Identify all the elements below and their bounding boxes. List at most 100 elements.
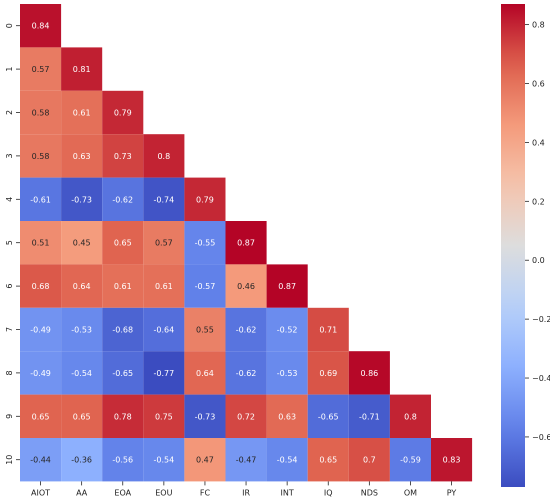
cell-label: -0.62 [236,326,257,335]
heatmap-cell [20,438,62,482]
cell-label: -0.47 [236,456,257,465]
cell-label: -0.73 [195,412,216,421]
heatmap-cell [20,47,62,91]
heatmap-cell [20,307,62,352]
heatmap-cell [307,351,349,395]
cell-label: -0.64 [153,326,174,335]
cell-label: -0.62 [112,195,133,204]
cell-label: 0.47 [196,456,214,465]
cell-label: -0.54 [277,456,298,465]
heatmap-cell [61,394,103,438]
cell-label: 0.78 [114,412,132,421]
cell-label: -0.55 [195,239,216,248]
y-tick-label: 3 [5,153,14,158]
cell-label: -0.49 [30,326,51,335]
cell-label: 0.63 [73,152,91,161]
y-tick-label: 10 [5,455,14,465]
heatmap-cell [61,177,103,221]
cell-label: 0.72 [237,412,255,421]
y-tick-label: 7 [5,327,14,332]
cell-label: 0.61 [155,282,173,291]
cell-label: 0.64 [73,282,91,291]
cell-label: 0.79 [196,195,214,204]
cell-label: 0.8 [157,152,170,161]
cell-label: 0.51 [32,239,50,248]
heatmap-cell [184,438,226,482]
x-tick-label: IQ [324,488,333,497]
heatmap-cell [143,438,185,482]
heatmap-cell [143,264,185,308]
colorbar-tick-label: 0.0 [532,256,545,265]
cell-label: 0.84 [32,22,50,31]
colorbar-tick-label: 0.6 [532,80,545,89]
heatmap-cell [225,351,267,395]
cell-label: 0.87 [237,239,255,248]
heatmap-cell [102,307,144,352]
cell-label: -0.61 [30,195,51,204]
heatmap-cell [348,351,390,395]
colorbar-tick-label: −0.4 [532,374,550,383]
cell-label: 0.87 [278,282,296,291]
cell-label: 0.86 [360,369,378,378]
y-tick-label: 4 [5,197,14,202]
heatmap-cell [389,438,431,482]
heatmap-cell [61,134,103,178]
heatmap-cell [348,438,390,482]
heatmap-cell [20,351,62,395]
heatmap-cell [61,438,103,482]
heatmap-cell [102,221,144,265]
cell-label: 0.64 [196,369,214,378]
heatmap-cell [143,177,185,221]
y-tick-label: 5 [5,240,14,245]
heatmap-cell [20,394,62,438]
x-tick-label: FC [200,488,211,497]
heatmap-cell [61,90,103,135]
heatmap-cell [102,177,144,221]
cell-label: -0.54 [153,456,174,465]
heatmap-cell [431,438,473,482]
colorbar: −0.6 −0.4 −0.2 0.0 0.2 0.4 0.6 0.8 [501,4,550,487]
cell-label: 0.65 [73,412,91,421]
heatmap-cell [266,394,308,438]
cell-label: -0.77 [153,369,174,378]
heatmap-cell [20,4,62,48]
cell-label: -0.73 [71,195,92,204]
colorbar-tick-label: −0.6 [532,433,550,442]
cell-label: 0.8 [404,412,417,421]
heatmap-cell [20,177,62,221]
heatmap-cell [307,394,349,438]
cell-label: -0.49 [30,369,51,378]
cell-label: 0.63 [278,412,296,421]
heatmap-cells: 0.84 0.57 0.81 0.58 0.61 0.79 0.58 0.63 0.73 0.8 -… [20,4,473,482]
cell-label: 0.65 [319,456,337,465]
y-tick-label: 1 [5,67,14,72]
cell-label: -0.54 [71,369,92,378]
cell-label: 0.45 [73,239,91,248]
cell-label: 0.65 [32,412,50,421]
y-tick-label: 6 [5,284,14,289]
y-axis: 0 1 2 3 4 5 6 7 8 9 10 [5,23,20,465]
y-tick-label: 2 [5,110,14,115]
heatmap-cell [266,264,308,308]
x-tick-label: IR [242,488,250,497]
heatmap-cell [184,264,226,308]
heatmap-cell [266,351,308,395]
colorbar-tick-label: 0.2 [532,197,545,206]
heatmap-cell [102,438,144,482]
heatmap-cell [102,90,144,135]
cell-label: -0.36 [71,456,92,465]
cell-label: 0.55 [196,326,214,335]
x-tick-label: PY [447,488,457,497]
heatmap-cell [184,307,226,352]
cell-label: 0.57 [155,239,173,248]
cell-label: -0.57 [195,282,216,291]
cell-label: -0.53 [71,326,92,335]
cell-label: -0.68 [112,326,133,335]
cell-label: 0.46 [237,282,255,291]
heatmap-cell [20,90,62,135]
x-tick-label: OM [404,488,417,497]
x-tick-label: AA [76,488,88,497]
cell-label: -0.52 [277,326,298,335]
cell-label: 0.61 [114,282,132,291]
colorbar-tick-label: −0.2 [532,315,550,324]
